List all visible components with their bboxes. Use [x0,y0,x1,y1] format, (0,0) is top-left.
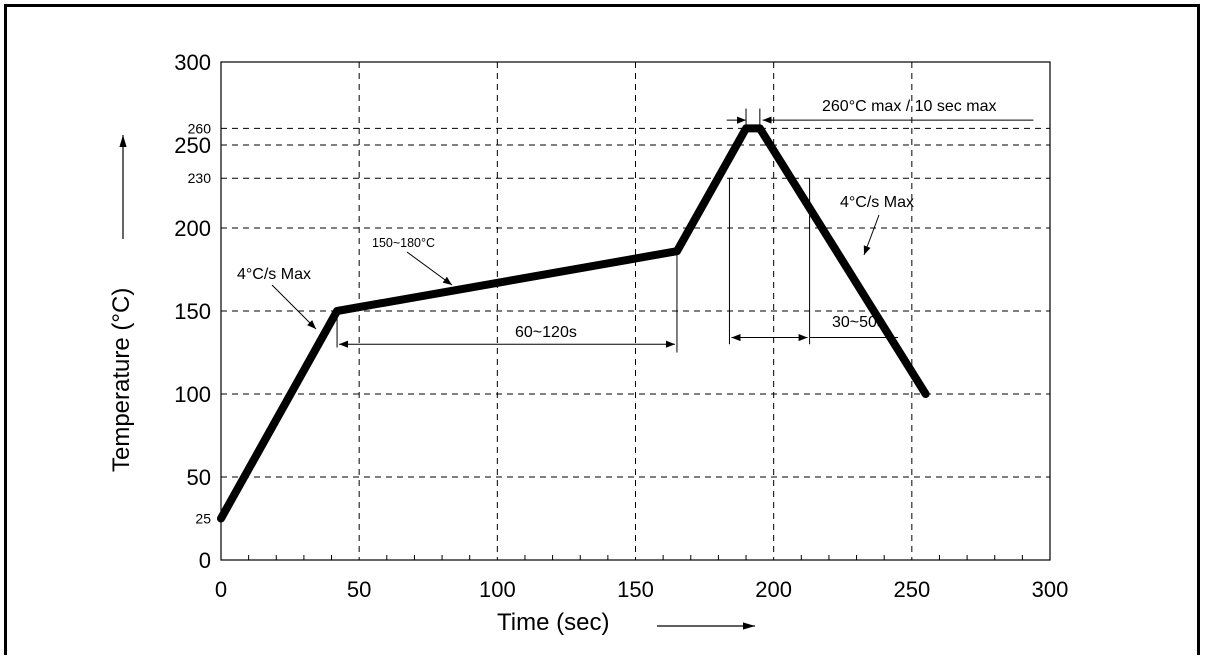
x-tick-label: 200 [755,577,792,602]
chart-frame: 0 50 100 150 200 250 300 0 50 100 150 200 250 300 25 23… [4,4,1200,655]
y-axis-title: Temperature (°C) [108,288,135,472]
tick-labels: 0 50 100 150 200 250 300 0 50 100 150 200 250 300 25 23… [174,50,1068,602]
reflow-profile-chart: 0 50 100 150 200 250 300 0 50 100 150 200 250 300 25 23… [108,50,1068,636]
ramp-down-label: 4°C/s Max [840,194,914,211]
soak-time-label: 60~120s [515,324,577,341]
x-tick-label: 0 [215,577,227,602]
soak-temp-pointer [406,251,453,286]
y-tick-label: 200 [174,216,211,241]
x-tick-label: 150 [617,577,654,602]
ramp-down-pointer [863,214,880,256]
x-tick-label: 50 [347,577,371,602]
y-tick-label: 150 [174,299,211,324]
y-tick-label: 100 [174,382,211,407]
y-tick-label: 0 [199,548,211,573]
time-above-label: 30~50s [832,314,885,331]
reflow-profile-line [217,124,930,523]
y-extra-tick-label: 25 [195,511,211,527]
y-tick-label: 250 [174,133,211,158]
minor-ticks [248,555,1023,560]
x-tick-label: 250 [893,577,930,602]
ramp-up-pointer [271,284,317,330]
ramp-up-label: 4°C/s Max [237,266,311,283]
x-tick-label: 300 [1032,577,1069,602]
y-tick-label: 50 [187,465,211,490]
y-extra-tick-label: 230 [188,170,212,186]
peak-label: 260°C max / 10 sec max [822,98,996,115]
x-tick-label: 100 [479,577,516,602]
soak-temp-label: 150~180°C [372,236,435,250]
plot-area [220,61,1051,561]
x-axis-title: Time (sec) [497,609,609,636]
y-extra-tick-label: 260 [188,120,212,136]
annotations [271,108,1034,353]
y-tick-label: 300 [174,50,211,75]
